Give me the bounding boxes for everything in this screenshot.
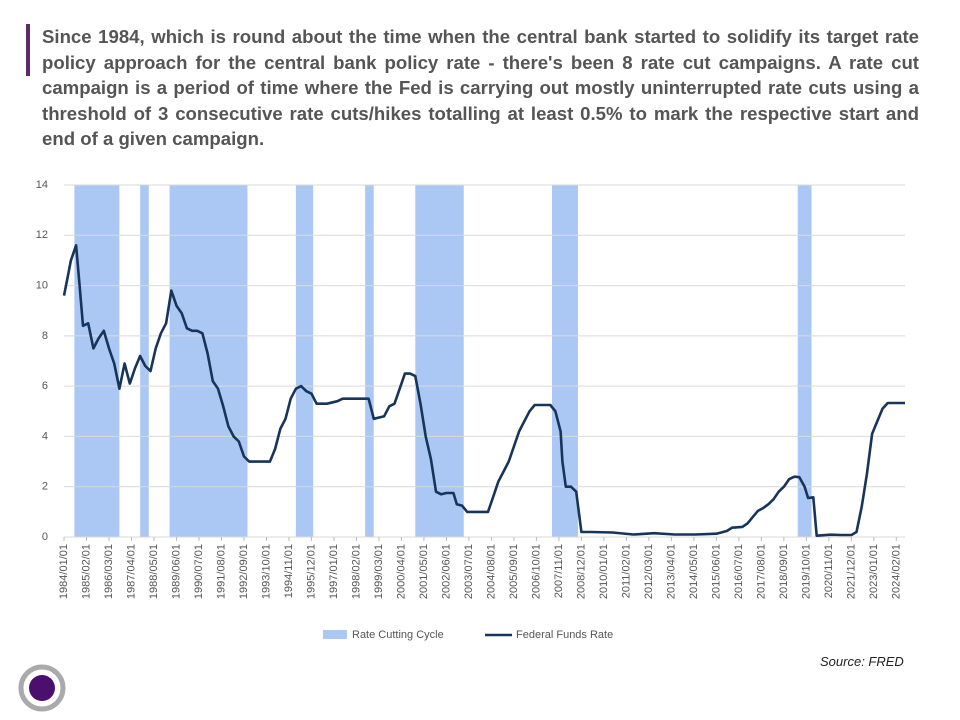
y-tick-label: 8	[42, 330, 48, 342]
x-tick-label: 2011/02/01	[620, 544, 632, 598]
cut-band	[797, 185, 812, 537]
x-tick-label: 2024/02/01	[890, 544, 902, 599]
x-tick-label: 2001/05/01	[418, 544, 430, 599]
x-tick-label: 2010/01/01	[598, 544, 610, 599]
x-tick-label: 1997/01/01	[328, 544, 340, 599]
y-tick-label: 6	[42, 380, 48, 392]
x-tick-label: 1993/10/01	[260, 544, 272, 599]
cut-band	[140, 185, 149, 537]
legend-swatch	[323, 630, 347, 639]
x-tick-label: 2013/04/01	[665, 544, 677, 599]
cut-band	[295, 185, 314, 537]
accent-bar	[26, 24, 30, 76]
y-tick-label: 10	[36, 279, 48, 291]
x-tick-label: 2023/01/01	[868, 544, 880, 599]
x-tick-label: 2015/06/01	[710, 544, 722, 599]
x-tick-label: 1995/12/01	[305, 544, 317, 599]
y-tick-label: 2	[42, 481, 48, 493]
x-tick-label: 1986/03/01	[103, 544, 115, 599]
x-tick-label: 2016/07/01	[733, 544, 745, 599]
y-tick-label: 0	[42, 531, 48, 543]
x-tick-label: 1988/05/01	[148, 544, 160, 599]
x-tick-label: 2019/10/01	[800, 544, 812, 599]
x-tick-label: 2007/11/01	[553, 544, 565, 598]
x-tick-label: 2002/06/01	[440, 544, 452, 599]
x-tick-label: 2017/08/01	[755, 544, 767, 599]
x-tick-label: 2014/05/01	[688, 544, 700, 599]
y-tick-label: 14	[36, 179, 48, 191]
description: Since 1984, which is round about the tim…	[42, 26, 919, 149]
x-tick-label: 1987/04/01	[125, 544, 137, 599]
x-tick-label: 1985/02/01	[80, 544, 92, 599]
rate-line	[62, 244, 905, 537]
x-tick-label: 1994/11/01	[283, 544, 295, 598]
x-tick-label: 2000/04/01	[395, 544, 407, 599]
x-tick-label: 2008/12/01	[575, 544, 587, 599]
y-tick-label: 4	[42, 430, 48, 442]
logo-dot	[29, 675, 55, 701]
x-tick-label: 2012/03/01	[643, 544, 655, 599]
x-tick-label: 1999/03/01	[373, 544, 385, 599]
x-tick-label: 2003/07/01	[463, 544, 475, 599]
legend-label: Rate Cutting Cycle	[352, 629, 444, 641]
y-tick-label: 12	[36, 229, 48, 241]
legend-label: Federal Funds Rate	[516, 629, 613, 641]
x-tick-label: 1989/06/01	[170, 544, 182, 599]
x-tick-label: 2005/09/01	[508, 544, 520, 599]
x-tick-label: 1984/01/01	[58, 544, 70, 599]
cut-band	[415, 185, 464, 537]
x-tick-label: 1992/09/01	[238, 544, 250, 599]
x-tick-label: 2021/12/01	[845, 544, 857, 599]
x-tick-label: 2020/11/01	[823, 544, 835, 598]
x-tick-label: 2004/08/01	[485, 544, 497, 599]
cut-band	[74, 185, 120, 537]
x-tick-label: 2018/09/01	[778, 544, 790, 599]
source: Source: FRED	[820, 654, 904, 669]
x-tick-label: 2006/10/01	[530, 544, 542, 599]
cut-band	[365, 185, 374, 537]
x-tick-label: 1998/02/01	[350, 544, 362, 599]
x-tick-label: 1990/07/01	[193, 544, 205, 599]
x-tick-label: 1991/08/01	[215, 544, 227, 599]
